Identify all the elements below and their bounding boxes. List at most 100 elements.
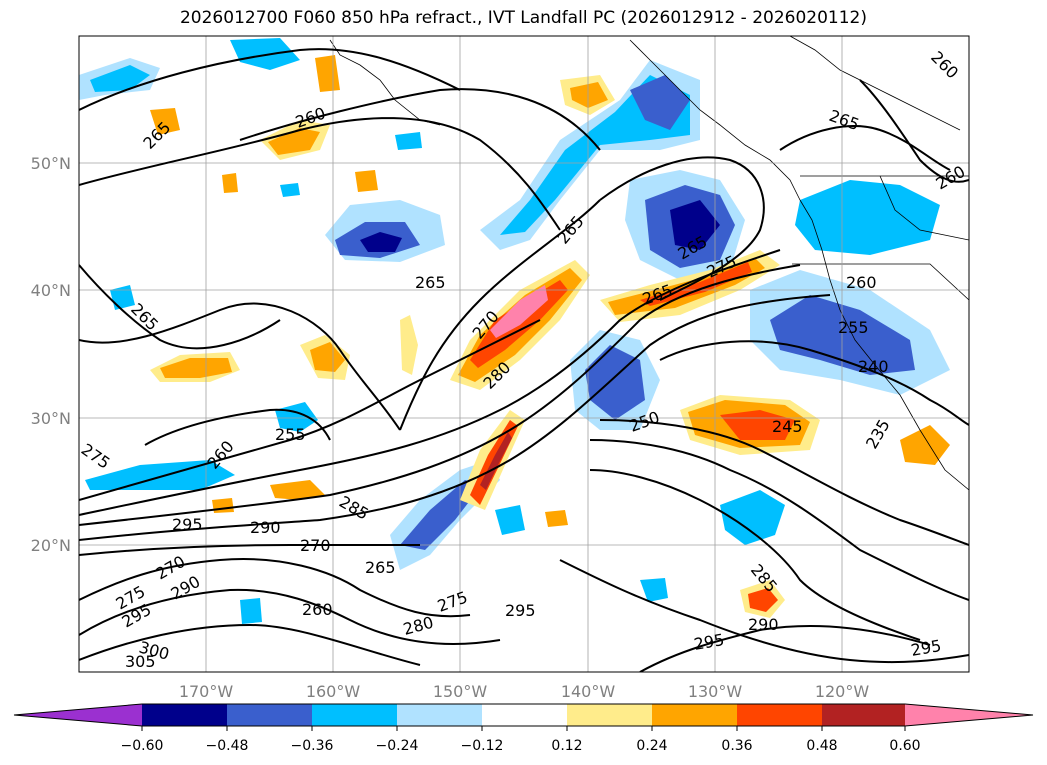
colorbar-tick-label: −0.60 [121,738,164,754]
colorbar-cell [312,704,397,726]
contour-line [79,264,801,526]
colorbar-cell [142,704,227,726]
shading-blob [222,173,238,193]
contour-line [639,624,931,672]
contour-label: 255 [275,425,306,444]
contour-line [79,249,781,516]
shading-blob [795,180,940,255]
contour-line [79,264,281,350]
shading-blob [90,65,150,92]
contour-label: 245 [772,417,803,436]
contour-line [589,469,921,641]
colorbar-tick-label: −0.24 [376,738,419,754]
colorbar-cell [652,704,737,726]
contour-line [239,88,601,151]
shading-blob [570,82,608,108]
colorbar-tick-label: 0.36 [721,738,752,754]
contour-label: 260 [846,273,877,292]
colorbar-cell [482,704,567,726]
shading-blob [212,498,234,513]
contour-label: 265 [365,558,396,577]
contour-line [599,156,765,301]
contour-line [659,340,969,426]
shading-blob [720,490,785,545]
contour-line [79,588,501,645]
shading-blob [630,75,690,130]
colorbar-tick-label: −0.12 [461,738,504,754]
contour-line [589,439,969,601]
contour-line [79,319,541,501]
contour-label: 290 [748,615,779,634]
longitude-labels: 170°W 160°W 150°W 140°W 130°W 120°W [179,682,870,701]
shading-blob [280,183,300,197]
contour-line [599,419,969,546]
colorbar: −0.60 −0.48 −0.36 −0.24 −0.12 0.12 0.24 … [13,703,1034,754]
contour-line [144,408,331,446]
contour-label: 290 [250,518,281,537]
map-panel: 265 260 265 265 265 260 260 265 275 270 … [78,35,970,673]
shading-blob [355,170,378,192]
contour-label: 295 [505,601,536,620]
colorbar-tick-label: −0.36 [291,738,334,754]
colorbar-tick-label: 0.12 [551,738,582,754]
contour-label: 270 [300,536,331,555]
shading-blob [268,128,320,155]
latitude-labels: 50°N 40°N 30°N 20°N [31,154,71,555]
contour-line [79,302,401,431]
colorbar-cell [737,704,822,726]
contour-line [779,125,951,171]
coastline [799,199,969,491]
longitude-label: 120°W [815,682,870,701]
latitude-label: 30°N [31,409,71,428]
shading-blob [490,285,548,338]
contour-label: 255 [838,318,869,337]
map-frame [78,35,970,673]
longitude-label: 150°W [433,682,488,701]
colorbar-cell [397,704,482,726]
contour-line [79,294,831,541]
colorbar-cell [227,704,312,726]
colorbar-tick-label: 0.48 [806,738,837,754]
shading-blob [160,358,232,378]
shading-blob [495,505,525,535]
contour-label: 240 [858,357,889,376]
contour-lines [79,48,969,672]
longitude-label: 160°W [306,682,361,701]
colorbar-cell [567,704,652,726]
colorbar-cell [822,704,905,726]
contour-line [79,117,561,231]
latitude-label: 40°N [31,281,71,300]
shading-blob [640,578,668,602]
colorbar-cell [14,704,142,726]
shading-blob [770,295,915,375]
colorbar-ticks [141,726,906,731]
contour-line [859,79,969,183]
shading-blob [395,132,422,150]
colorbar-tick-label: 0.24 [636,738,667,754]
contour-line [79,48,461,111]
shading-blob [85,460,235,490]
colorbar-tick-label: −0.48 [206,738,249,754]
contour-line [79,543,420,556]
latitude-label: 50°N [31,154,71,173]
map-title: 2026012700 F060 850 hPa refract., IVT La… [179,8,867,28]
contour-line [559,559,969,664]
shading-blob [240,598,262,624]
shading-blob [270,480,325,500]
shading-blob [670,200,720,250]
shading-blob [900,425,950,465]
contour-line [79,558,471,618]
longitude-label: 130°W [688,682,743,701]
contour-label: 265 [415,273,446,292]
longitude-label: 140°W [561,682,616,701]
latitude-label: 20°N [31,536,71,555]
longitude-label: 170°W [179,682,234,701]
shading-blob [480,432,512,490]
shading-blob [310,342,345,372]
shading-blob [400,315,418,375]
contour-line [79,623,421,666]
contour-label: 305 [125,652,156,671]
contour-line [399,199,601,431]
shading-blob [360,232,402,252]
